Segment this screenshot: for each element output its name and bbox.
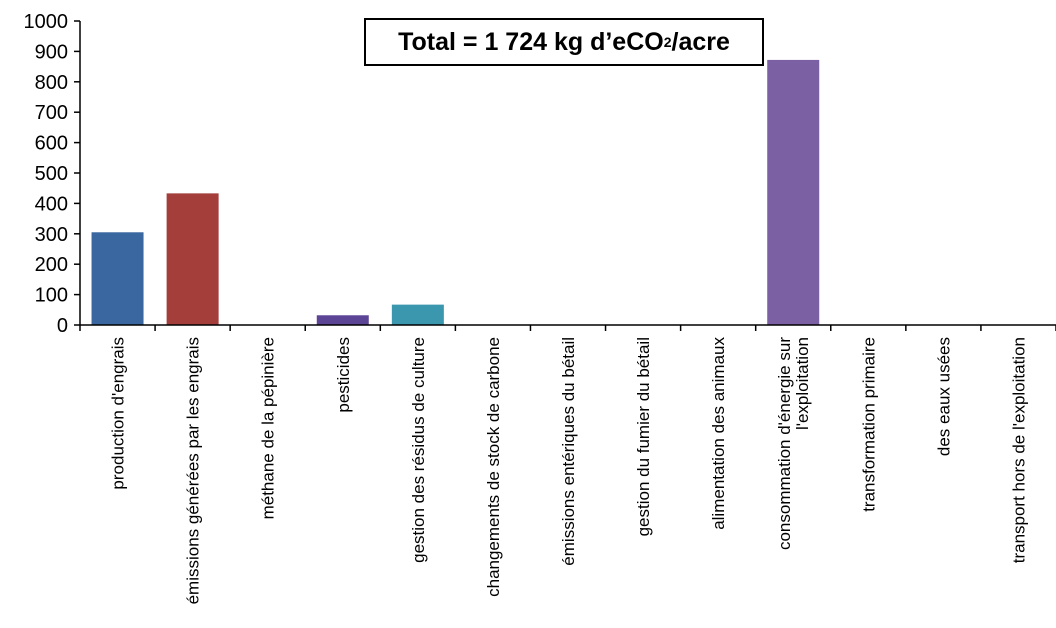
y-tick-label: 800 — [35, 72, 68, 94]
total-annotation: Total = 1 724 kg d’eCO 2/acre — [364, 18, 764, 66]
bar — [166, 193, 219, 325]
y-tick-label: 500 — [35, 163, 68, 185]
category-label: pesticides — [334, 337, 353, 413]
y-tick-label: 400 — [35, 193, 68, 215]
y-tick-label: 100 — [35, 285, 68, 307]
category-label: alimentation des animaux — [709, 337, 728, 530]
bar — [91, 232, 144, 325]
category-label: l'exploitation — [793, 337, 812, 430]
bar — [316, 315, 369, 325]
category-label: production d'engrais — [109, 337, 128, 490]
y-tick-label: 1000 — [24, 11, 69, 33]
total-prefix: Total = 1 724 kg d’eCO — [398, 27, 664, 56]
bars — [91, 59, 820, 326]
category-label: émissions entériques du bétail — [559, 337, 578, 566]
y-tick-label: 300 — [35, 224, 68, 246]
bar — [391, 304, 444, 325]
total-suffix: /acre — [671, 27, 730, 56]
category-label: gestion du fumier du bétail — [634, 337, 653, 536]
y-tick-label: 200 — [35, 254, 68, 276]
y-tick-label: 600 — [35, 133, 68, 155]
category-label: des eaux usées — [934, 337, 953, 456]
y-axis: 0 100 200 300 400 500 600 700 800 900 1000 — [24, 11, 81, 337]
y-tick-label: 0 — [57, 315, 68, 337]
y-tick-label: 900 — [35, 41, 68, 63]
category-label: émissions générées par les engrais — [184, 337, 203, 604]
category-labels: production d'engrais émissions générées p… — [109, 337, 1029, 605]
category-label: transformation primaire — [859, 337, 878, 512]
category-label: transport hors de l'exploitation — [1009, 337, 1028, 563]
total-subscript: 2 — [663, 34, 672, 50]
category-label: gestion des résidus de culture — [409, 337, 428, 563]
category-label: méthane de la pépinière — [259, 337, 278, 519]
category-label: changements de stock de carbone — [484, 337, 503, 597]
bar — [767, 59, 820, 326]
x-axis — [79, 324, 1056, 331]
y-tick-label: 700 — [35, 102, 68, 124]
category-label: consommation d'énergie sur — [775, 337, 794, 550]
